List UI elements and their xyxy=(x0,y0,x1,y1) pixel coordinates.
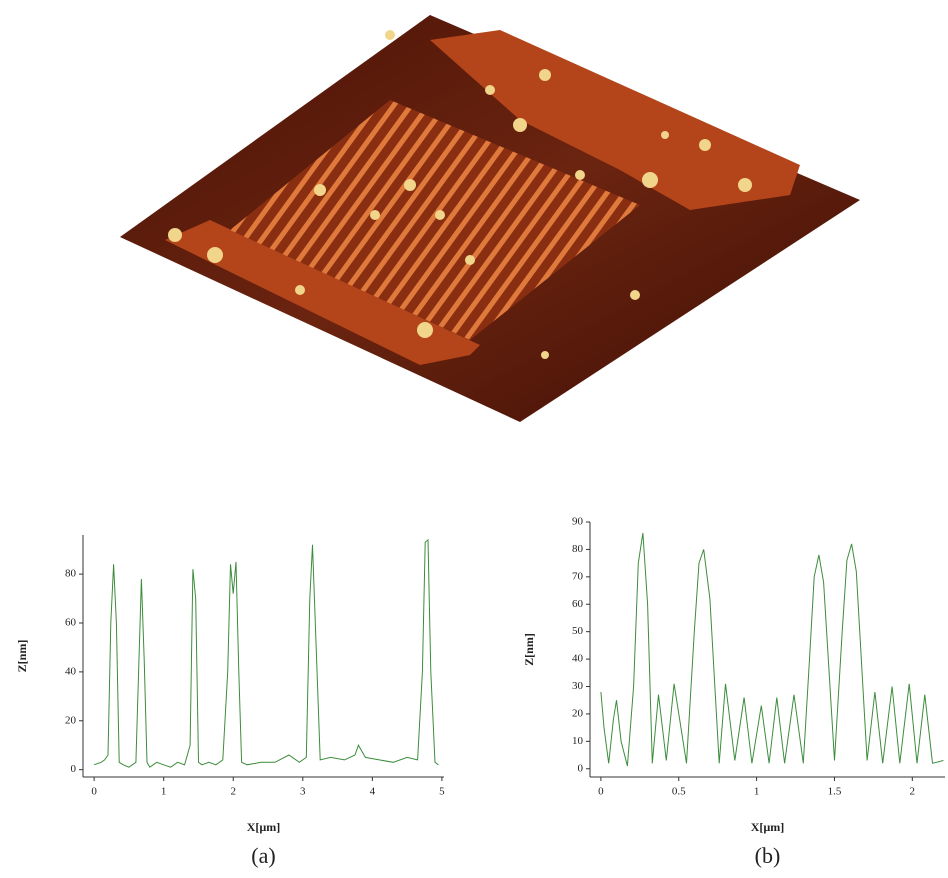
x-tick-label: 2 xyxy=(910,786,916,798)
y-tick-label: 20 xyxy=(572,707,584,719)
caption: (b) xyxy=(755,843,781,868)
x-tick-label: 4 xyxy=(370,786,376,798)
y-tick-label: 60 xyxy=(65,617,77,629)
y-axis-label: Z[nm] xyxy=(522,633,536,666)
y-tick-label: 30 xyxy=(572,680,584,692)
x-tick-label: 0.5 xyxy=(672,786,686,798)
x-tick-label: 0 xyxy=(91,786,97,798)
x-tick-label: 5 xyxy=(439,786,445,798)
x-tick-label: 1 xyxy=(161,786,167,798)
afm-wires xyxy=(230,100,640,340)
x-tick-label: 2 xyxy=(230,786,236,798)
y-tick-label: 20 xyxy=(65,714,77,726)
afm-pad xyxy=(165,220,480,365)
y-tick-label: 90 xyxy=(572,516,584,528)
x-axis-label: X[µm] xyxy=(247,820,281,834)
y-tick-label: 10 xyxy=(572,735,584,747)
y-tick-label: 40 xyxy=(572,653,584,665)
y-axis-label: Z[nm] xyxy=(15,640,29,673)
x-tick-label: 0 xyxy=(598,786,604,798)
y-tick-label: 0 xyxy=(71,763,77,775)
y-tick-label: 80 xyxy=(572,543,584,555)
afm-image xyxy=(120,15,860,422)
y-tick-label: 80 xyxy=(65,568,77,580)
caption: (a) xyxy=(251,843,275,868)
y-tick-label: 60 xyxy=(572,598,584,610)
data-line xyxy=(600,532,944,767)
afm-particles xyxy=(168,30,752,359)
x-tick-label: 1.5 xyxy=(828,786,842,798)
data-line xyxy=(93,538,439,768)
y-tick-label: 50 xyxy=(572,625,584,637)
y-tick-label: 70 xyxy=(572,570,584,582)
y-tick-label: 40 xyxy=(65,665,77,677)
y-tick-label: 0 xyxy=(578,762,584,774)
x-tick-label: 1 xyxy=(754,786,760,798)
afm-pad xyxy=(430,30,800,210)
x-axis-label: X[µm] xyxy=(751,820,785,834)
x-tick-label: 3 xyxy=(300,786,306,798)
